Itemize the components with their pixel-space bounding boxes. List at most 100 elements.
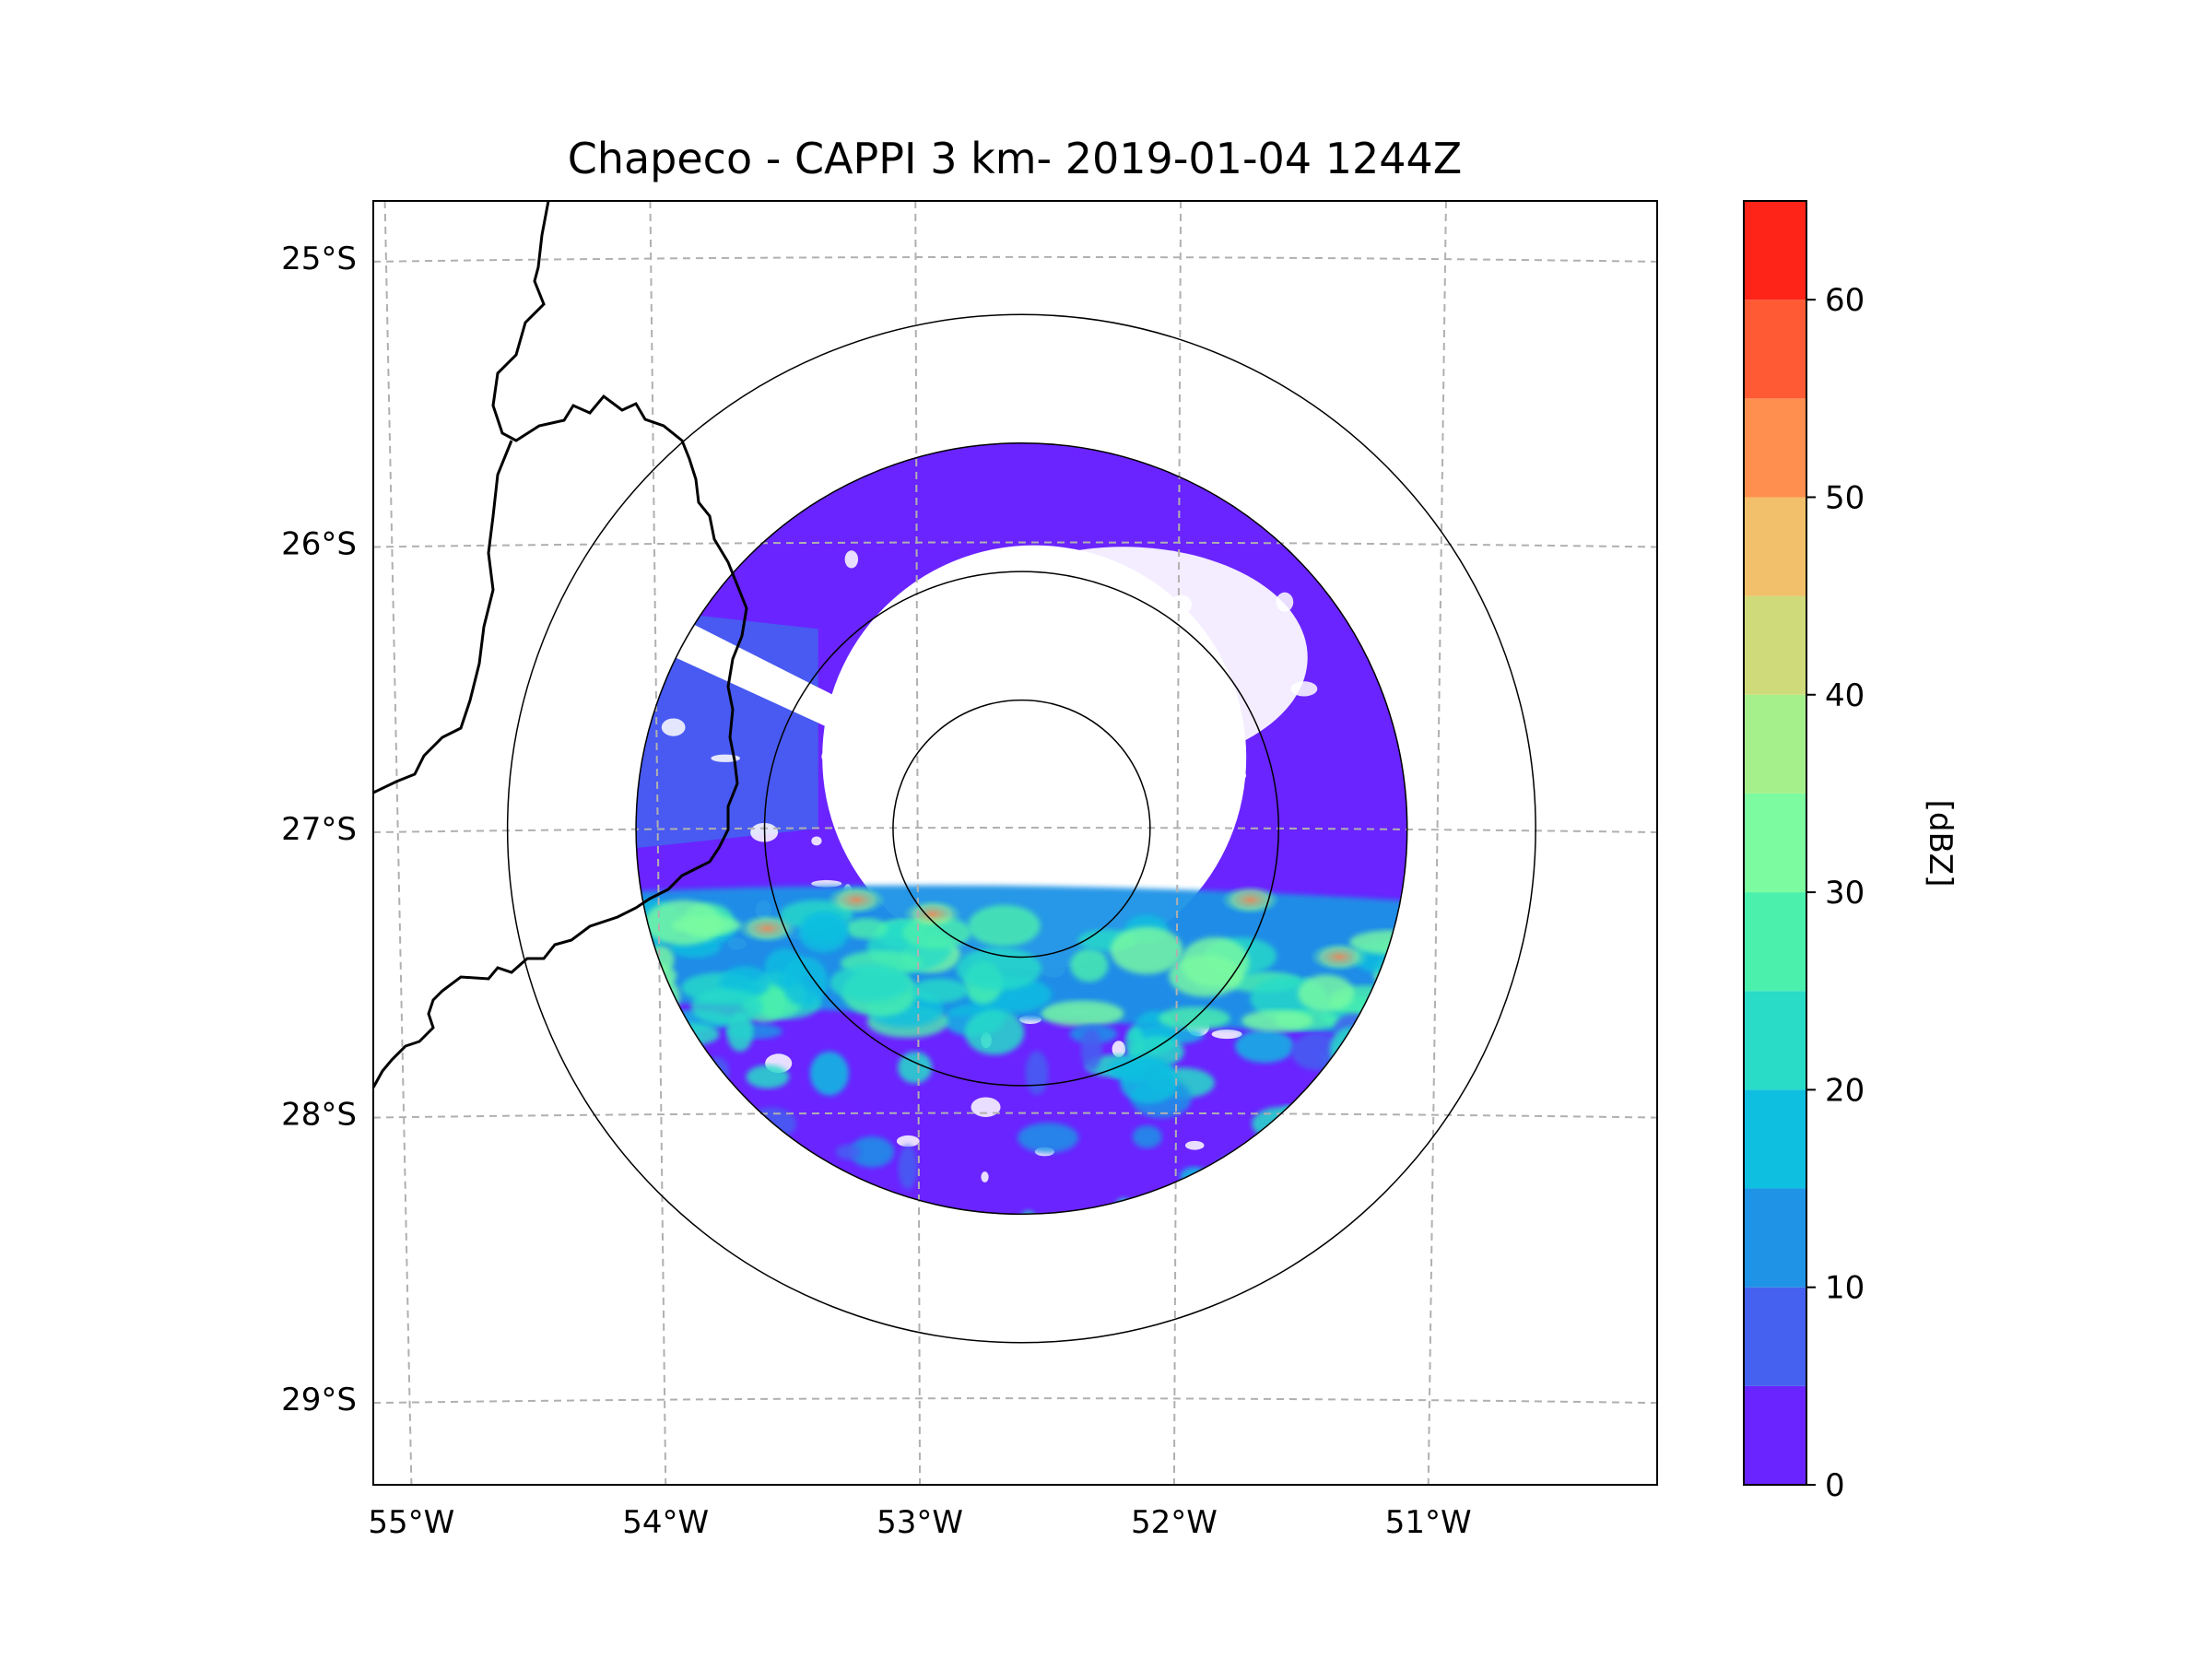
echo-gap xyxy=(1105,830,1117,841)
colorbar-segment xyxy=(1744,300,1806,399)
echo-gap xyxy=(921,719,937,739)
echo-gap xyxy=(1044,765,1062,778)
echo-cell xyxy=(844,918,888,939)
echo-gap xyxy=(981,1171,989,1182)
echo-gap xyxy=(896,1135,920,1147)
echo-cell xyxy=(1110,926,1183,974)
colorbar-segment xyxy=(1744,398,1806,498)
echo-gap xyxy=(661,718,686,736)
echo-gap xyxy=(965,791,991,807)
echo-core xyxy=(737,913,797,944)
echo-gap xyxy=(900,784,912,802)
echo-cell xyxy=(968,904,1041,947)
echo-gap xyxy=(1135,580,1158,594)
echo-south-cell xyxy=(835,1144,862,1160)
echo-gap xyxy=(821,750,832,762)
country-border xyxy=(373,440,513,794)
colorbar-tick-label: 10 xyxy=(1825,1270,1865,1307)
echo-gap xyxy=(1290,681,1318,697)
colorbar-tick-label: 20 xyxy=(1825,1072,1865,1109)
echo-gap xyxy=(913,800,931,810)
colorbar-segment xyxy=(1744,1287,1806,1386)
echo-south-cell xyxy=(1132,1125,1162,1148)
echo-gap xyxy=(1185,1140,1205,1150)
echo-cell xyxy=(798,912,849,953)
echo-gap xyxy=(990,798,1000,809)
echo-south-cell xyxy=(1025,1051,1049,1095)
echo-gap xyxy=(1065,829,1090,845)
x-tick-label: 53°W xyxy=(877,1504,963,1541)
echo-south-cell xyxy=(1120,1062,1178,1104)
echo-gap xyxy=(979,831,1013,846)
echo-cell xyxy=(690,988,763,1025)
plot-area xyxy=(373,201,1657,1485)
echo-cell xyxy=(1235,1030,1295,1064)
echo-south-cell xyxy=(898,1051,933,1084)
echo-gap xyxy=(1126,789,1146,803)
y-tick-label: 27°S xyxy=(281,811,357,848)
y-tick-label: 28°S xyxy=(281,1097,357,1134)
echo-gap xyxy=(1111,742,1125,752)
echo-core xyxy=(1310,942,1370,972)
y-tick-label: 26°S xyxy=(281,525,357,562)
echo-south-cell xyxy=(809,1051,849,1096)
echo-gap xyxy=(1112,1041,1126,1058)
colorbar: 0 10 20 30 40 50 60 xyxy=(1743,200,1865,1504)
colorbar-segment xyxy=(1744,991,1806,1090)
colorbar-segment xyxy=(1744,694,1806,794)
x-tick-label: 52°W xyxy=(1131,1504,1218,1541)
x-tick-label: 54°W xyxy=(622,1504,709,1541)
echo-cell xyxy=(1181,936,1250,988)
echo-gap xyxy=(994,641,1009,657)
echo-gap xyxy=(956,836,976,847)
echo-gap xyxy=(1180,696,1191,704)
echo-gap xyxy=(843,818,875,835)
echo-south-cell xyxy=(1124,1026,1145,1061)
echo-gap xyxy=(945,871,963,878)
echo-gap xyxy=(1153,865,1179,881)
echo-core xyxy=(902,899,962,929)
echo-gap xyxy=(978,777,1004,785)
axes-frame xyxy=(372,200,1658,1486)
echo-south-cell xyxy=(746,1065,790,1089)
colorbar-segment xyxy=(1744,1385,1806,1485)
echo-gap xyxy=(882,870,904,889)
range-rings xyxy=(506,313,1536,1344)
chart-title: Chapeco - CAPPI 3 km- 2019-01-04 1244Z xyxy=(568,134,1463,183)
colorbar-tick-label: 40 xyxy=(1825,677,1865,714)
echo-cell xyxy=(782,956,829,1006)
echo-cell xyxy=(1298,974,1355,1012)
x-axis: 55°W 54°W 53°W 52°W 51°W xyxy=(368,1504,1471,1541)
echo-gap xyxy=(1014,835,1046,855)
colorbar-segment xyxy=(1744,497,1806,596)
x-tick-label: 51°W xyxy=(1385,1504,1472,1541)
echo-cell xyxy=(830,964,911,1002)
echo-gap xyxy=(867,841,876,858)
echo-gap xyxy=(844,550,859,569)
range-ring-50km xyxy=(892,699,1151,959)
echo-gap xyxy=(1170,594,1193,615)
x-tick-label: 55°W xyxy=(368,1504,454,1541)
echo-gap xyxy=(1211,1029,1242,1040)
colorbar-segment xyxy=(1744,1188,1806,1288)
echo-gap xyxy=(1028,777,1041,783)
echo-gap xyxy=(1122,839,1147,846)
echo-cell xyxy=(956,947,1042,991)
colorbar-segment xyxy=(1744,201,1806,300)
echo-gap xyxy=(811,879,842,888)
colorbar-tick-label: 60 xyxy=(1825,282,1865,319)
echo-gap xyxy=(1199,775,1208,787)
echo-gap xyxy=(877,735,888,756)
echo-cell xyxy=(1241,1009,1313,1032)
echo-south-cell xyxy=(1080,1028,1102,1071)
echo-gap xyxy=(1100,618,1122,626)
echo-gap xyxy=(1276,592,1294,612)
echo-core xyxy=(1220,885,1280,915)
echo-cell xyxy=(671,915,742,935)
colorbar-segment xyxy=(1744,1089,1806,1189)
echo-gap xyxy=(1230,770,1247,781)
colorbar-segment xyxy=(1744,892,1806,992)
echo-gap xyxy=(908,735,919,743)
y-tick-label: 25°S xyxy=(281,241,357,277)
colorbar-tick-label: 0 xyxy=(1825,1467,1845,1504)
